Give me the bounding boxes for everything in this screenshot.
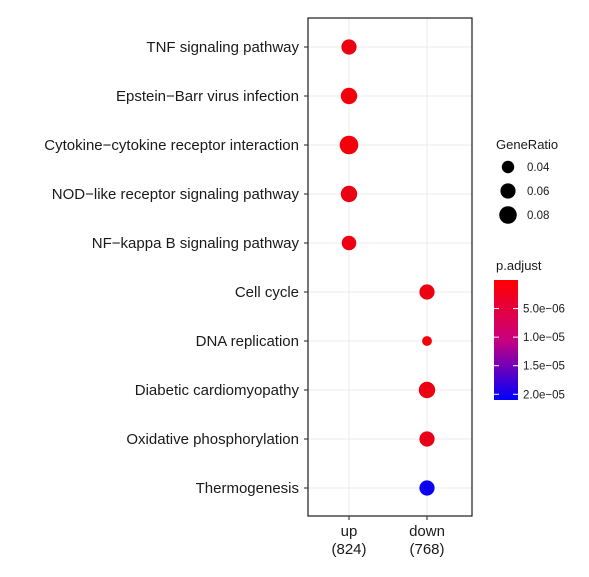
size-legend-key — [499, 206, 517, 224]
y-tick-label: Cytokine−cytokine receptor interaction — [44, 137, 299, 154]
y-tick-label: NF−kappa B signaling pathway — [92, 235, 300, 252]
x-tick-label: up — [341, 523, 358, 540]
gene-ratio-legend: GeneRatio 0.04 0.06 0.08 — [496, 137, 558, 224]
y-tick-label: NOD−like receptor signaling pathway — [52, 186, 300, 203]
y-tick-label: Diabetic cardiomyopathy — [135, 382, 300, 399]
size-legend-label: 0.04 — [527, 162, 550, 174]
data-point — [341, 235, 357, 251]
data-point — [419, 431, 435, 447]
size-legend-label: 0.08 — [527, 210, 549, 222]
data-point — [418, 381, 436, 399]
y-tick-label: Thermogenesis — [196, 480, 299, 497]
x-tick-count: (768) — [409, 541, 444, 558]
size-legend-title: GeneRatio — [496, 137, 558, 152]
data-point — [422, 336, 432, 346]
color-legend-label: 1.0e−05 — [523, 332, 565, 344]
size-legend-label: 0.06 — [527, 186, 549, 198]
color-legend-label: 1.5e−05 — [523, 361, 565, 373]
color-bar — [494, 280, 518, 400]
data-point — [339, 135, 359, 155]
data-points — [339, 39, 436, 496]
size-legend-key — [500, 183, 516, 199]
color-legend-title: p.adjust — [496, 258, 542, 273]
data-point — [419, 284, 435, 300]
data-point — [340, 87, 358, 105]
p-adjust-legend: p.adjust 5.0e−06 1.0e−05 1.5e−05 2.0e−05 — [494, 258, 565, 401]
y-tick-label: TNF signaling pathway — [146, 39, 299, 56]
y-tick-label: Oxidative phosphorylation — [126, 431, 299, 448]
data-point — [341, 39, 357, 55]
size-legend-key — [501, 160, 515, 174]
x-axis: up(824) down(768) — [331, 516, 445, 558]
x-tick-label: down — [409, 523, 445, 540]
data-point — [340, 185, 358, 203]
y-tick-label: DNA replication — [196, 333, 299, 350]
plot-panel-border — [307, 17, 473, 517]
y-tick-label: Cell cycle — [235, 284, 299, 301]
y-tick-label: Epstein−Barr virus infection — [116, 88, 299, 105]
color-legend-label: 2.0e−05 — [523, 389, 565, 401]
data-point — [419, 480, 435, 496]
color-legend-label: 5.0e−06 — [523, 304, 565, 316]
y-axis: TNF signaling pathway Epstein−Barr virus … — [44, 39, 308, 497]
x-tick-count: (824) — [331, 541, 366, 558]
